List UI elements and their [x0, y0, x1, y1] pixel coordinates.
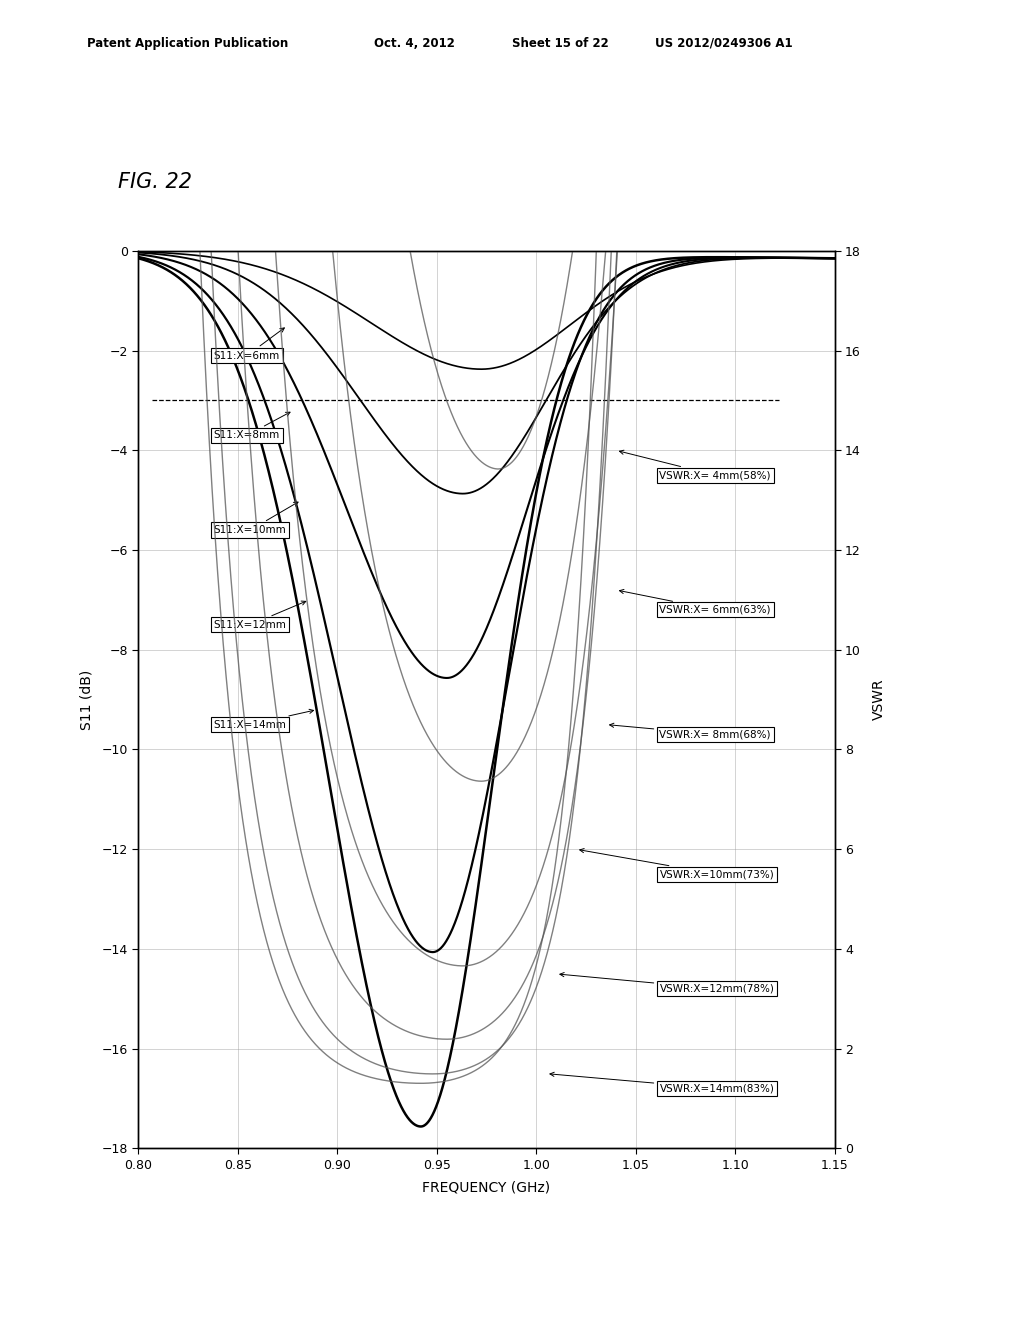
- Text: S11:X=10mm: S11:X=10mm: [214, 502, 298, 535]
- Text: S11:X=8mm: S11:X=8mm: [214, 412, 290, 441]
- Text: FIG. 22: FIG. 22: [118, 172, 191, 191]
- Text: VSWR:X=10mm(73%): VSWR:X=10mm(73%): [580, 849, 774, 879]
- Text: VSWR:X=14mm(83%): VSWR:X=14mm(83%): [550, 1072, 774, 1093]
- Text: S11:X=6mm: S11:X=6mm: [214, 327, 285, 360]
- X-axis label: FREQUENCY (GHz): FREQUENCY (GHz): [422, 1180, 551, 1195]
- Text: VSWR:X=12mm(78%): VSWR:X=12mm(78%): [560, 973, 774, 994]
- Text: VSWR:X= 4mm(58%): VSWR:X= 4mm(58%): [620, 450, 771, 480]
- Text: S11:X=14mm: S11:X=14mm: [214, 709, 313, 730]
- Text: S11:X=12mm: S11:X=12mm: [214, 601, 306, 630]
- Text: Patent Application Publication: Patent Application Publication: [87, 37, 289, 50]
- Text: Oct. 4, 2012: Oct. 4, 2012: [374, 37, 455, 50]
- Y-axis label: VSWR: VSWR: [872, 678, 886, 721]
- Text: VSWR:X= 6mm(63%): VSWR:X= 6mm(63%): [620, 590, 771, 615]
- Text: US 2012/0249306 A1: US 2012/0249306 A1: [655, 37, 793, 50]
- Text: VSWR:X= 8mm(68%): VSWR:X= 8mm(68%): [609, 723, 771, 739]
- Text: Sheet 15 of 22: Sheet 15 of 22: [512, 37, 608, 50]
- Y-axis label: S11 (dB): S11 (dB): [79, 669, 93, 730]
